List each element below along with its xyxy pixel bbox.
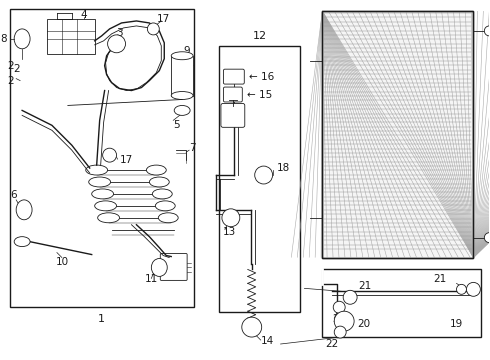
Circle shape bbox=[334, 311, 354, 331]
FancyBboxPatch shape bbox=[221, 103, 245, 127]
Bar bbox=[322, 11, 473, 257]
Text: 2: 2 bbox=[14, 64, 20, 74]
Bar bbox=[322, 270, 481, 337]
Text: 11: 11 bbox=[145, 274, 158, 284]
Ellipse shape bbox=[155, 201, 175, 211]
Text: 2: 2 bbox=[7, 76, 14, 86]
Text: 19: 19 bbox=[449, 319, 463, 329]
Bar bbox=[322, 11, 473, 257]
Circle shape bbox=[333, 301, 345, 313]
Ellipse shape bbox=[86, 165, 108, 175]
FancyBboxPatch shape bbox=[160, 253, 187, 280]
Text: 7: 7 bbox=[189, 143, 196, 153]
Ellipse shape bbox=[89, 177, 111, 187]
Text: 12: 12 bbox=[253, 31, 267, 41]
Text: 20: 20 bbox=[357, 319, 370, 329]
Circle shape bbox=[102, 148, 117, 162]
Circle shape bbox=[484, 233, 490, 243]
FancyBboxPatch shape bbox=[223, 87, 242, 102]
Text: 1: 1 bbox=[98, 314, 105, 324]
Ellipse shape bbox=[171, 91, 193, 99]
Bar bbox=[47, 19, 95, 54]
Text: 3: 3 bbox=[116, 28, 123, 38]
Text: 4: 4 bbox=[80, 10, 87, 20]
Ellipse shape bbox=[149, 177, 169, 187]
Circle shape bbox=[334, 326, 346, 338]
Ellipse shape bbox=[16, 200, 32, 220]
Circle shape bbox=[242, 317, 262, 337]
FancyBboxPatch shape bbox=[223, 69, 245, 84]
Text: 5: 5 bbox=[173, 120, 180, 130]
Bar bbox=[171, 56, 193, 95]
Circle shape bbox=[484, 26, 490, 36]
Circle shape bbox=[457, 284, 466, 294]
Circle shape bbox=[108, 35, 125, 53]
Bar bbox=[219, 46, 300, 312]
Text: 17: 17 bbox=[157, 14, 170, 24]
Text: 22: 22 bbox=[326, 339, 339, 349]
Text: 10: 10 bbox=[55, 257, 69, 266]
Ellipse shape bbox=[174, 105, 190, 116]
Text: 13: 13 bbox=[223, 227, 236, 237]
Ellipse shape bbox=[152, 189, 172, 199]
Circle shape bbox=[343, 290, 357, 304]
Ellipse shape bbox=[98, 213, 120, 223]
Ellipse shape bbox=[14, 29, 30, 49]
Text: 21: 21 bbox=[358, 282, 371, 291]
Text: 21: 21 bbox=[433, 274, 446, 284]
Ellipse shape bbox=[92, 189, 114, 199]
Text: 14: 14 bbox=[261, 336, 274, 346]
Text: 8: 8 bbox=[0, 34, 7, 44]
Ellipse shape bbox=[147, 165, 166, 175]
Ellipse shape bbox=[151, 258, 167, 276]
Text: 9: 9 bbox=[183, 46, 190, 56]
Text: 18: 18 bbox=[276, 163, 290, 173]
Ellipse shape bbox=[158, 213, 178, 223]
Text: ← 15: ← 15 bbox=[247, 90, 272, 99]
Text: 23: 23 bbox=[332, 314, 345, 324]
Text: 2: 2 bbox=[7, 61, 14, 71]
Ellipse shape bbox=[14, 237, 30, 247]
Ellipse shape bbox=[95, 201, 117, 211]
Text: ← 16: ← 16 bbox=[249, 72, 274, 82]
Circle shape bbox=[222, 209, 240, 227]
Circle shape bbox=[255, 166, 272, 184]
Circle shape bbox=[466, 282, 480, 296]
Text: 6: 6 bbox=[10, 190, 17, 200]
Circle shape bbox=[147, 23, 159, 35]
Text: 17: 17 bbox=[120, 155, 133, 165]
Bar bbox=[10, 9, 194, 307]
Ellipse shape bbox=[171, 52, 193, 60]
